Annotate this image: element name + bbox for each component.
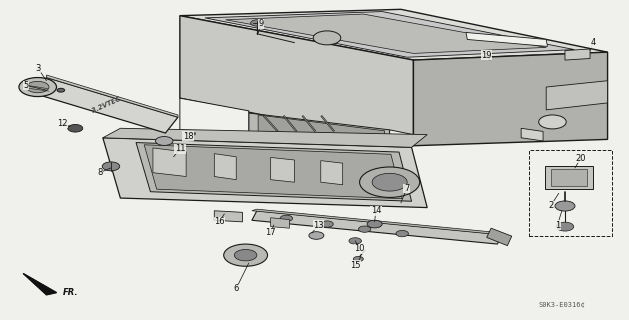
Polygon shape <box>103 128 427 147</box>
Polygon shape <box>521 128 543 141</box>
Polygon shape <box>252 209 503 235</box>
Polygon shape <box>321 116 335 132</box>
Text: 2: 2 <box>548 202 554 211</box>
Text: 6: 6 <box>233 284 239 293</box>
Polygon shape <box>413 52 608 146</box>
Polygon shape <box>180 16 413 146</box>
Polygon shape <box>551 169 587 186</box>
Polygon shape <box>389 130 413 146</box>
Polygon shape <box>214 154 237 180</box>
Polygon shape <box>103 138 427 208</box>
Circle shape <box>321 221 333 227</box>
Circle shape <box>250 20 263 26</box>
Circle shape <box>367 220 382 228</box>
Polygon shape <box>136 142 411 201</box>
Polygon shape <box>153 148 186 177</box>
Text: 8: 8 <box>97 168 103 177</box>
Polygon shape <box>214 211 243 222</box>
Circle shape <box>372 173 407 191</box>
Text: 19: 19 <box>481 51 492 60</box>
Polygon shape <box>466 32 547 46</box>
Polygon shape <box>270 157 294 182</box>
Text: 18: 18 <box>182 132 193 141</box>
Circle shape <box>224 244 267 266</box>
Text: 17: 17 <box>265 228 276 237</box>
Circle shape <box>309 232 324 239</box>
Text: 13: 13 <box>313 220 323 229</box>
Circle shape <box>313 31 341 45</box>
Polygon shape <box>321 161 343 185</box>
Circle shape <box>360 167 420 197</box>
Polygon shape <box>226 14 546 53</box>
Circle shape <box>396 230 408 237</box>
Circle shape <box>555 201 575 211</box>
Circle shape <box>68 124 83 132</box>
Text: 10: 10 <box>354 244 365 253</box>
Text: 3: 3 <box>35 63 40 73</box>
Circle shape <box>280 215 292 221</box>
Polygon shape <box>252 211 503 244</box>
Text: 3.2VTEC: 3.2VTEC <box>91 95 121 114</box>
Polygon shape <box>529 150 612 236</box>
Circle shape <box>353 256 364 261</box>
Text: S0K3-E0316¢: S0K3-E0316¢ <box>538 302 585 308</box>
Text: 1: 1 <box>555 220 560 229</box>
Polygon shape <box>144 145 402 199</box>
Text: 5: 5 <box>24 81 29 90</box>
Circle shape <box>359 226 371 232</box>
Text: FR.: FR. <box>63 288 78 297</box>
Polygon shape <box>248 113 389 146</box>
Circle shape <box>57 88 65 92</box>
Polygon shape <box>180 98 248 146</box>
Circle shape <box>538 115 566 129</box>
Polygon shape <box>302 116 316 132</box>
Polygon shape <box>565 49 590 60</box>
Polygon shape <box>546 81 608 110</box>
Polygon shape <box>545 166 593 188</box>
Circle shape <box>235 250 257 261</box>
Polygon shape <box>47 75 178 117</box>
Text: 20: 20 <box>576 154 586 163</box>
Text: 12: 12 <box>57 119 68 128</box>
Polygon shape <box>487 228 512 246</box>
Circle shape <box>102 162 120 171</box>
Polygon shape <box>258 115 385 144</box>
Polygon shape <box>34 77 178 133</box>
Polygon shape <box>283 116 297 132</box>
Text: 15: 15 <box>350 261 361 270</box>
Text: 14: 14 <box>370 206 381 215</box>
Polygon shape <box>205 12 574 57</box>
Polygon shape <box>23 274 57 295</box>
Circle shape <box>26 81 49 93</box>
Text: 9: 9 <box>259 19 264 28</box>
Polygon shape <box>263 116 278 132</box>
Circle shape <box>155 137 173 145</box>
Text: 11: 11 <box>175 144 185 153</box>
Circle shape <box>556 222 574 231</box>
Text: 7: 7 <box>404 184 409 193</box>
Polygon shape <box>270 218 289 228</box>
Text: 4: 4 <box>591 38 596 47</box>
Circle shape <box>349 238 362 244</box>
Polygon shape <box>180 9 608 60</box>
Text: 16: 16 <box>214 217 225 226</box>
Circle shape <box>19 77 57 97</box>
